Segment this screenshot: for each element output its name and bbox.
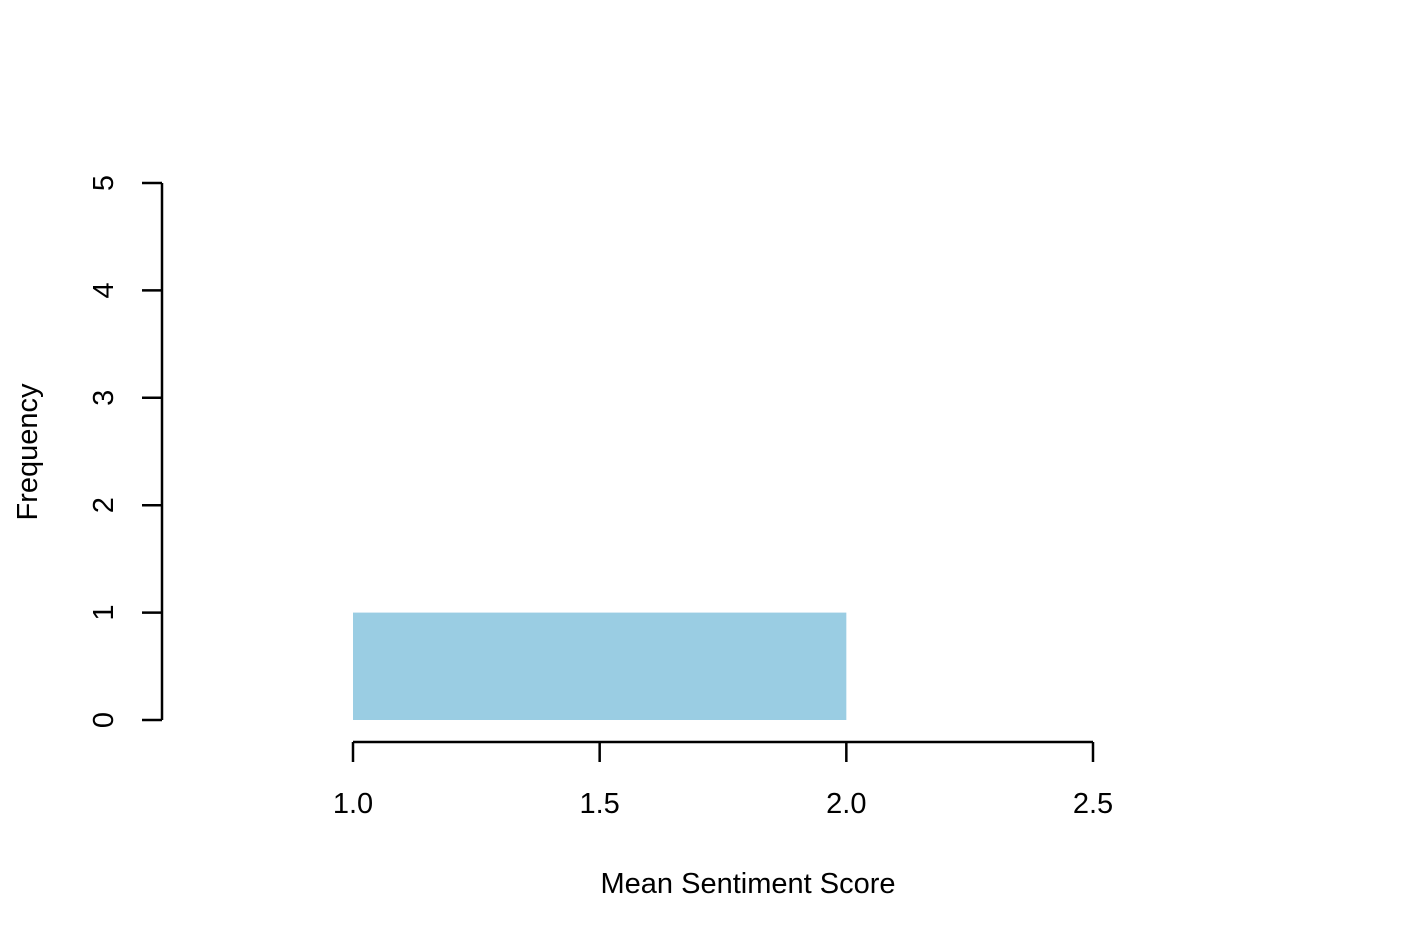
y-tick-label-0: 0 (88, 712, 120, 728)
bars-group (353, 612, 847, 720)
y-tick-label-2: 2 (88, 497, 120, 513)
x-axis-title: Mean Sentiment Score (601, 868, 896, 900)
y-tick-label-4: 4 (88, 282, 120, 298)
histogram-bar-0 (353, 612, 847, 720)
x-tick-label-1: 1.5 (580, 788, 620, 820)
y-tick-label-3: 3 (88, 390, 120, 406)
x-tick-label-0: 1.0 (333, 788, 373, 820)
x-axis: 1.0 1.5 2.0 2.5 (333, 740, 1113, 820)
y-tick-label-1: 1 (88, 605, 120, 621)
x-tick-label-2: 2.0 (826, 788, 866, 820)
y-tick-label-5: 5 (88, 175, 120, 191)
x-tick-label-3: 2.5 (1073, 788, 1113, 820)
y-axis: 0 1 2 3 4 5 (88, 175, 164, 728)
y-axis-title: Frequency (12, 383, 44, 521)
